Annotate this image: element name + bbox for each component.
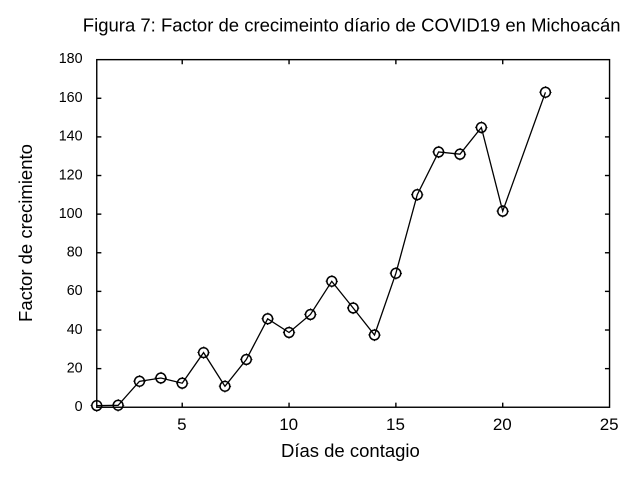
svg-text:Factor de crecimiento: Factor de crecimiento [15,144,36,322]
svg-text:180: 180 [59,51,83,67]
svg-text:160: 160 [59,90,83,106]
svg-text:60: 60 [67,283,83,299]
svg-text:25: 25 [600,415,619,434]
svg-text:5: 5 [177,415,186,434]
svg-text:20: 20 [493,415,512,434]
svg-text:20: 20 [67,360,83,376]
svg-text:Figura 7: Factor de crecimeint: Figura 7: Factor de crecimeinto díario d… [83,15,621,36]
svg-text:Días de contagio: Días de contagio [281,440,420,461]
svg-text:10: 10 [279,415,298,434]
svg-text:15: 15 [386,415,405,434]
svg-text:120: 120 [59,167,83,183]
svg-text:40: 40 [67,322,83,338]
svg-text:0: 0 [75,399,83,415]
svg-text:140: 140 [59,129,83,145]
svg-text:100: 100 [59,206,83,222]
svg-text:80: 80 [67,245,83,261]
